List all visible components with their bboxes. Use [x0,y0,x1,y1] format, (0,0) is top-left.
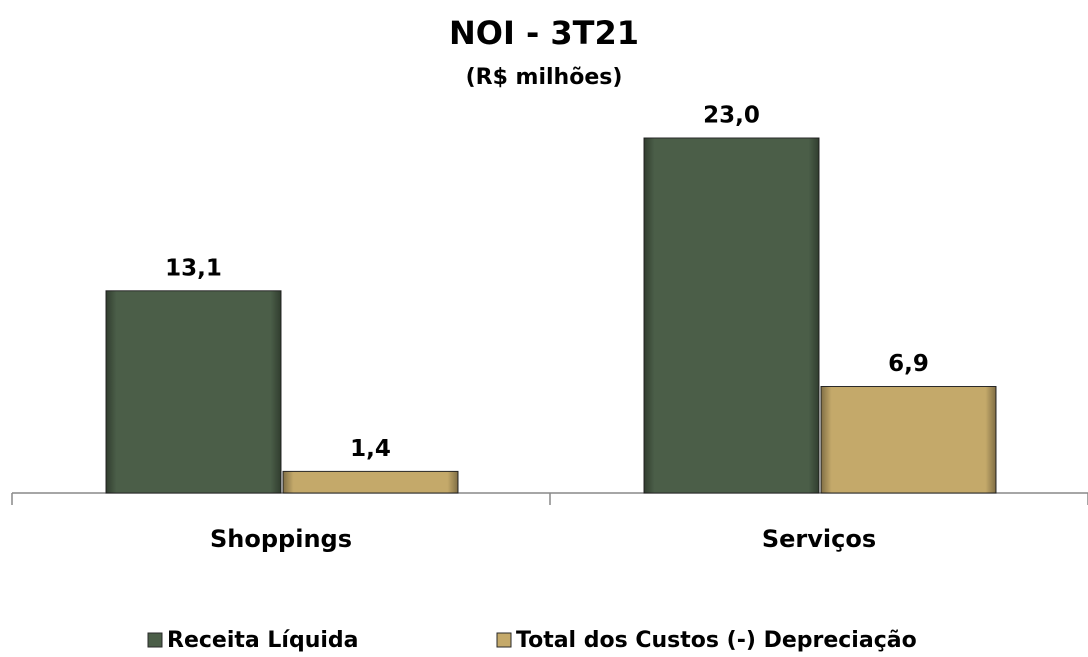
data-label: 6,9 [888,351,929,377]
legend-swatch [147,632,163,648]
data-label: 13,1 [165,255,222,281]
legend-swatch [496,632,512,648]
bar [820,386,997,494]
chart-subtitle: (R$ milhões) [466,65,623,90]
data-label: 1,4 [350,436,391,462]
legend-label: Total dos Custos (-) Depreciação [516,628,917,653]
legend-label: Receita Líquida [167,628,359,653]
x-tick-label: Serviços [762,525,876,553]
x-tick-label: Shoppings [210,525,352,553]
chart-title: NOI - 3T21 [449,14,639,52]
bar [643,137,820,494]
data-label: 23,0 [703,103,760,129]
bar [282,470,459,494]
bar [105,290,282,494]
